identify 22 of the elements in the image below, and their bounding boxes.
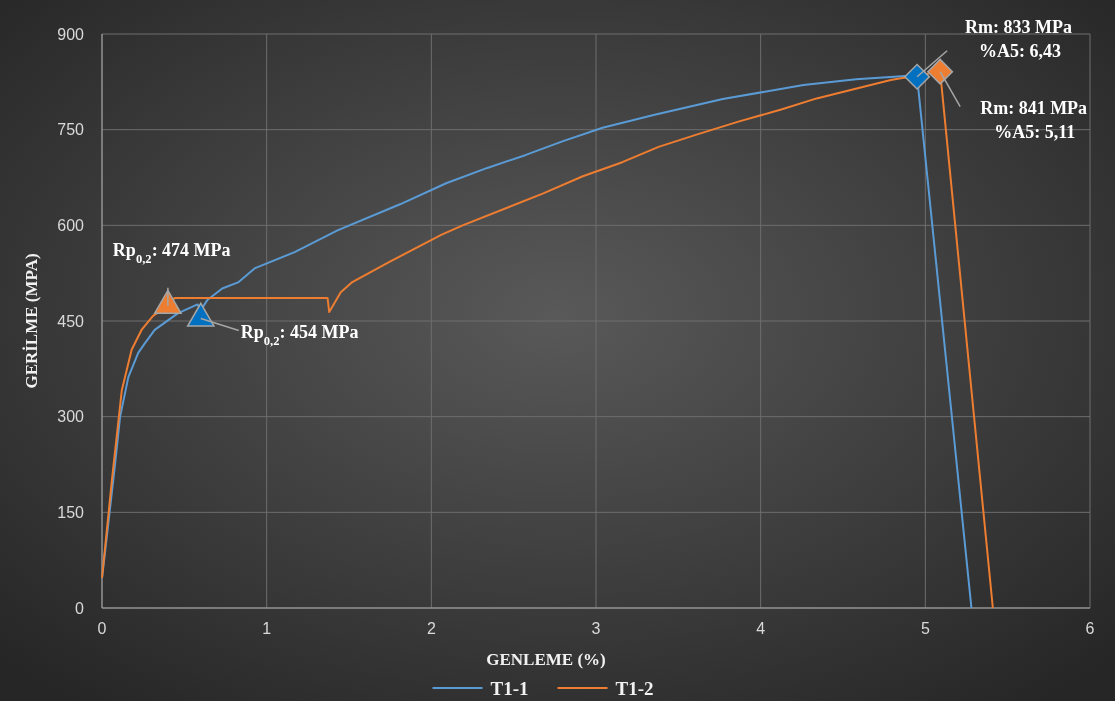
y-tick-label: 150 — [57, 503, 85, 521]
y-axis-title: GERİLME (MPA) — [22, 253, 41, 389]
x-axis-title: GENLEME (%) — [486, 650, 606, 669]
legend-label: T1-1 — [490, 677, 529, 699]
x-tick-label: 3 — [591, 620, 601, 637]
y-tick-label: 750 — [57, 121, 85, 139]
annotation: Rp$_{0,2}$: 454 MPa — [240, 322, 359, 349]
annotation: Rm: 833 MPa %A5: 6,43 — [965, 16, 1073, 61]
legend-label: T1-2 — [615, 677, 654, 699]
x-tick-label: 0 — [97, 620, 107, 637]
x-tick-label: 4 — [756, 620, 766, 637]
y-tick-label: 450 — [57, 312, 85, 330]
x-tick-label: 5 — [920, 620, 930, 637]
y-tick-label: 300 — [57, 408, 85, 426]
y-tick-label: 0 — [75, 599, 85, 617]
annotation: Rm: 841 MPa %A5: 5,11 — [980, 97, 1088, 142]
x-tick-label: 1 — [262, 620, 272, 637]
y-tick-label: 900 — [57, 25, 85, 43]
annotation: Rp$_{0,2}$: 474 MPa — [112, 239, 231, 266]
x-tick-label: 2 — [426, 620, 436, 637]
y-tick-label: 600 — [57, 216, 85, 234]
x-tick-label: 6 — [1085, 620, 1095, 637]
